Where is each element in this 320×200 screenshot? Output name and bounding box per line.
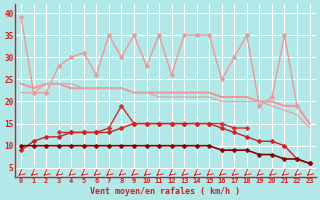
X-axis label: Vent moyen/en rafales ( km/h ): Vent moyen/en rafales ( km/h ) — [90, 187, 240, 196]
